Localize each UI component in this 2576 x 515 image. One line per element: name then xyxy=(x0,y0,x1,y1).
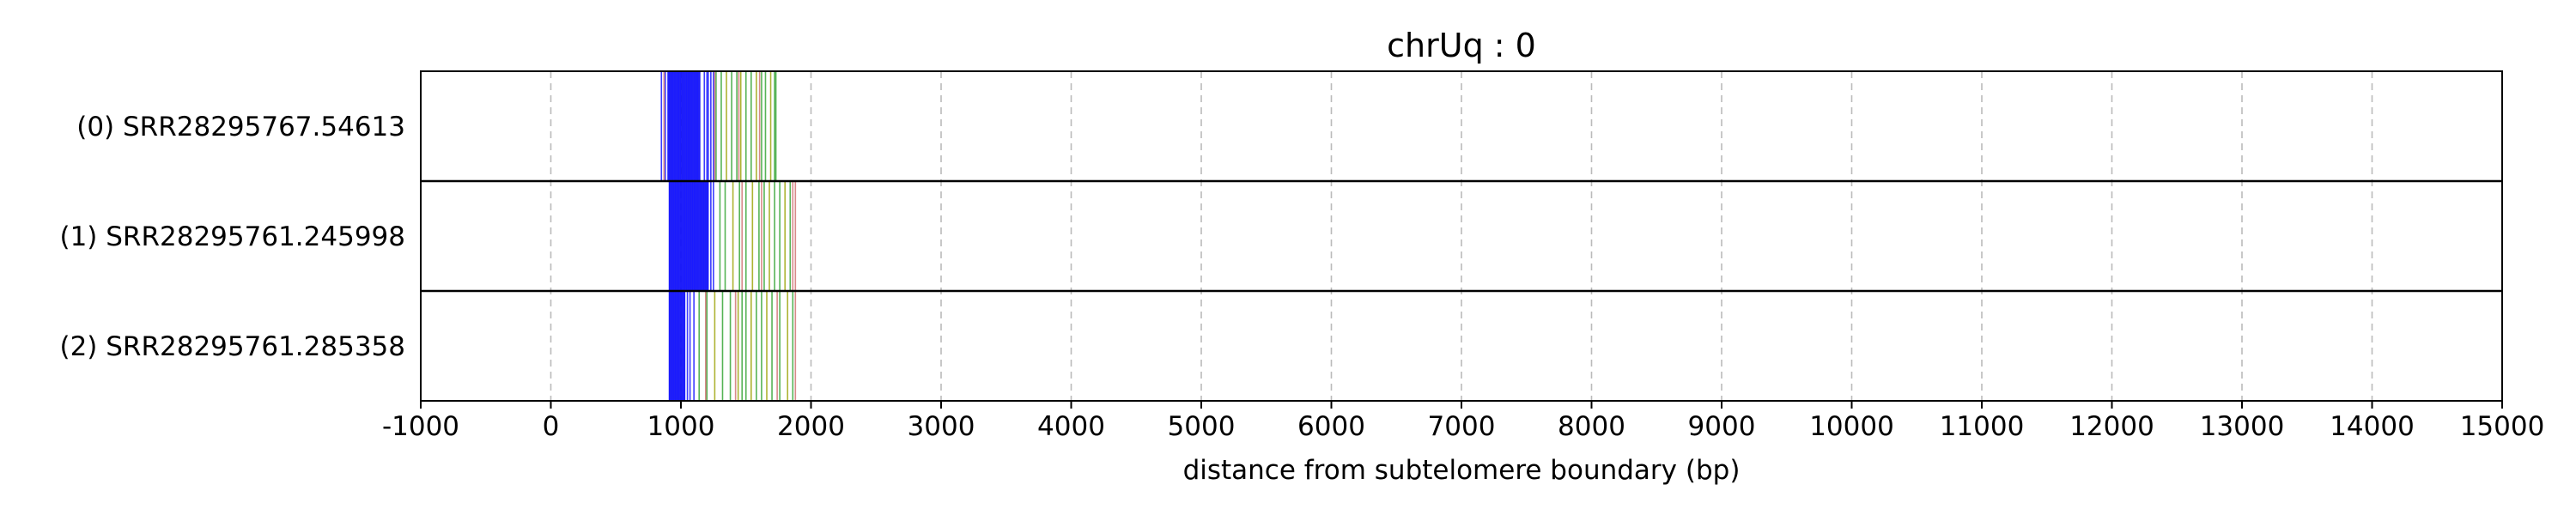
x-tick-label: 12000 xyxy=(2069,411,2154,442)
chart-title: chrUq : 0 xyxy=(1387,27,1536,64)
track-row xyxy=(668,291,797,401)
x-tick-label: 4000 xyxy=(1037,411,1105,442)
x-tick-label: 11000 xyxy=(1940,411,2025,442)
x-tick-label: 7000 xyxy=(1428,411,1496,442)
x-tick-label: 0 xyxy=(543,411,560,442)
x-tick-label: -1000 xyxy=(382,411,459,442)
x-axis-label: distance from subtelomere boundary (bp) xyxy=(1183,455,1741,486)
x-tick-label: 6000 xyxy=(1297,411,1365,442)
x-tick-label: 8000 xyxy=(1558,411,1625,442)
dense-mark-region xyxy=(667,71,701,181)
x-tick-label: 2000 xyxy=(777,411,845,442)
x-tick-label: 9000 xyxy=(1688,411,1756,442)
x-tick-label: 14000 xyxy=(2330,411,2415,442)
x-tick-label: 15000 xyxy=(2460,411,2545,442)
row-label: (0) SRR28295767.54613 xyxy=(76,112,405,142)
x-tick-label: 3000 xyxy=(908,411,975,442)
track-row xyxy=(668,181,797,291)
x-tick-label: 13000 xyxy=(2200,411,2285,442)
row-label: (1) SRR28295761.245998 xyxy=(59,221,405,252)
row-label: (2) SRR28295761.285358 xyxy=(59,331,405,362)
x-tick-label: 10000 xyxy=(1809,411,1894,442)
x-tick-label: 5000 xyxy=(1168,411,1236,442)
x-tick-label: 1000 xyxy=(647,411,715,442)
track-row xyxy=(660,71,777,181)
